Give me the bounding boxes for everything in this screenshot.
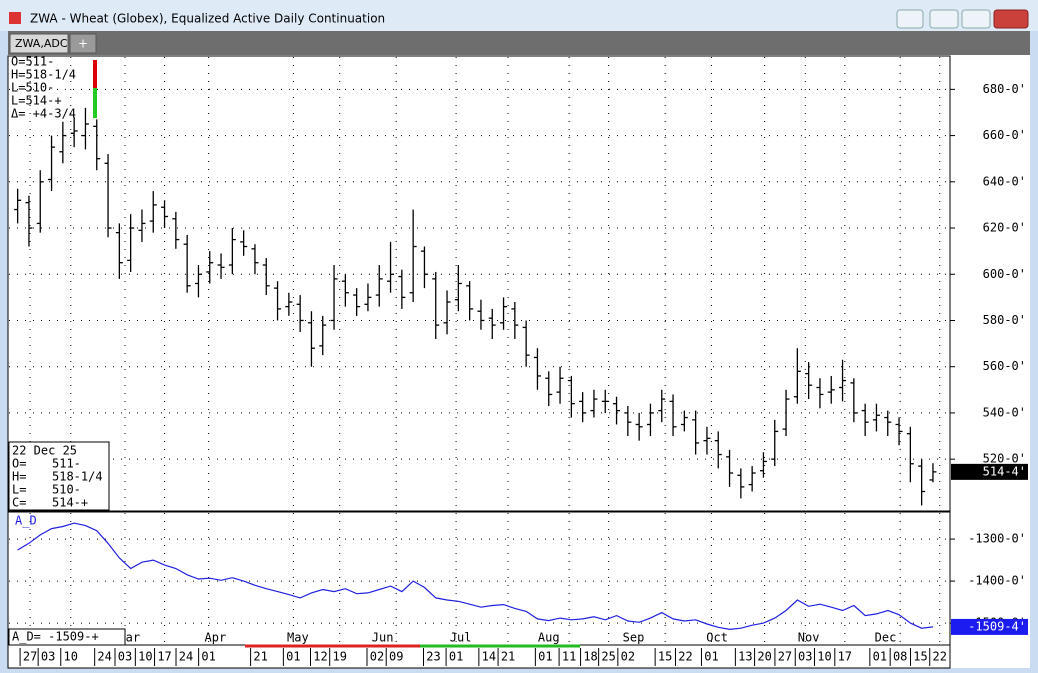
x-tick-label: 10 [64, 650, 78, 664]
x-tick-label: 12 [313, 650, 327, 664]
tab[interactable] [9, 33, 69, 54]
maximize-button[interactable] [961, 9, 991, 29]
minimize-button[interactable] [929, 9, 959, 29]
x-tick-label: 01 [449, 650, 463, 664]
y-tick-label: -1300-0' [968, 532, 1026, 546]
data-box-key: O= [12, 457, 26, 471]
x-tick-label: 01 [286, 650, 300, 664]
y-tick-label: 620-0' [983, 221, 1026, 235]
x-tick-label: 24 [97, 650, 111, 664]
info-line: L=510- [11, 81, 54, 95]
y-tick-label: 640-0' [983, 174, 1026, 188]
link-button[interactable] [896, 9, 924, 29]
y-tick-label: 520-0' [983, 452, 1026, 466]
x-tick-label: 24 [179, 650, 193, 664]
x-tick-label: 14 [482, 650, 496, 664]
close-button[interactable] [993, 9, 1029, 29]
x-tick-label: 20 [757, 650, 771, 664]
tab-bar [8, 31, 1030, 55]
y-tick-label: 540-0' [983, 405, 1026, 419]
x-tick-label: 27 [23, 650, 37, 664]
x-tick-label: 02 [621, 650, 635, 664]
x-tick-label: 03 [798, 650, 812, 664]
month-label: Nov [798, 631, 820, 645]
month-label: Jun [372, 631, 394, 645]
x-tick-label: 22 [678, 650, 692, 664]
info-line: Δ= +4-3/4 [11, 107, 76, 121]
month-label: Jul [450, 631, 472, 645]
data-box-value: 514-+ [52, 496, 88, 510]
y-tick-label: 600-0' [983, 267, 1026, 281]
chart-area [8, 55, 1030, 668]
data-box-date: 22 Dec 25 [12, 444, 77, 458]
y-tick-label: 680-0' [983, 82, 1026, 96]
x-tick-label: 03 [118, 650, 132, 664]
indicator-value: A_D= -1509-+ [12, 630, 99, 644]
info-panel: O=511- H=518-1/4 L=510- L=514-+ Δ= +4-3/… [11, 55, 97, 121]
app-icon [9, 12, 21, 24]
x-tick-label: 17 [157, 650, 171, 664]
indicator-value-box [8, 628, 126, 646]
x-tick-label: 21 [253, 650, 267, 664]
x-tick-label: 19 [332, 650, 346, 664]
indicator-line [17, 522, 934, 631]
y-tick-label: 560-0' [983, 359, 1026, 373]
data-box-value: 510- [52, 483, 81, 497]
x-tick-label: 15 [658, 650, 672, 664]
x-tick-label: 02 [370, 650, 384, 664]
x-tick-label: 10 [138, 650, 152, 664]
data-box-frame [8, 441, 110, 511]
last-value-box [951, 618, 1028, 635]
y-tick-label: -1400-0' [968, 574, 1026, 588]
month-label: ar [126, 631, 140, 645]
x-tick-label: 08 [893, 650, 907, 664]
data-box-key: C= [12, 496, 26, 510]
y-tick-label: 580-0' [983, 313, 1026, 327]
range-indicator-green [93, 88, 97, 118]
x-tick-label: 13 [738, 650, 752, 664]
tab-label: ZWA,ADC [15, 37, 68, 50]
x-tick-label: 03 [41, 650, 55, 664]
title-bar [0, 0, 1038, 31]
x-tick-label: 10 [817, 650, 831, 664]
info-line: H=518-1/4 [11, 68, 76, 82]
x-tick-label: 01 [873, 650, 887, 664]
data-box-key: L= [12, 483, 26, 497]
month-label: Apr [205, 631, 227, 645]
info-line: O=511- [11, 55, 54, 69]
x-tick-label: 21 [501, 650, 515, 664]
indicator-title: A_D [15, 514, 37, 528]
x-tick-label: 01 [201, 650, 215, 664]
y-tick-label: 660-0' [983, 128, 1026, 142]
data-box-key: H= [12, 470, 26, 484]
data-box-value: 518-1/4 [52, 470, 103, 484]
add-tab-label: + [78, 37, 88, 51]
x-tick-label: 01 [538, 650, 552, 664]
x-tick-label: 11 [562, 650, 576, 664]
last-value-label: -1509-4' [968, 619, 1026, 633]
window-title: ZWA - Wheat (Globex), Equalized Active D… [30, 12, 385, 26]
data-box: 22 Dec 25 O= 511- H= 518-1/4 L= 510- C= … [8, 441, 110, 511]
data-box-value: 511- [52, 457, 81, 471]
add-tab-button[interactable] [69, 33, 97, 54]
x-tick-label: 15 [913, 650, 927, 664]
x-tick-label: 22 [933, 650, 947, 664]
range-indicator-red [93, 60, 97, 88]
x-tick-label: 27 [778, 650, 792, 664]
x-tick-label: 25 [601, 650, 615, 664]
x-tick-label: 01 [704, 650, 718, 664]
x-tick-label: 23 [426, 650, 440, 664]
month-label: Oct [706, 631, 728, 645]
month-label: May [287, 631, 309, 645]
x-tick-label: 18 [583, 650, 597, 664]
month-label: Dec [875, 631, 897, 645]
last-price-box [951, 463, 1028, 480]
x-tick-label: 09 [389, 650, 403, 664]
x-tick-label: 17 [838, 650, 852, 664]
info-line: L=514-+ [11, 94, 62, 108]
month-label: Sep [623, 631, 645, 645]
month-label: Aug [538, 631, 560, 645]
last-price-label: 514-4' [983, 464, 1026, 478]
